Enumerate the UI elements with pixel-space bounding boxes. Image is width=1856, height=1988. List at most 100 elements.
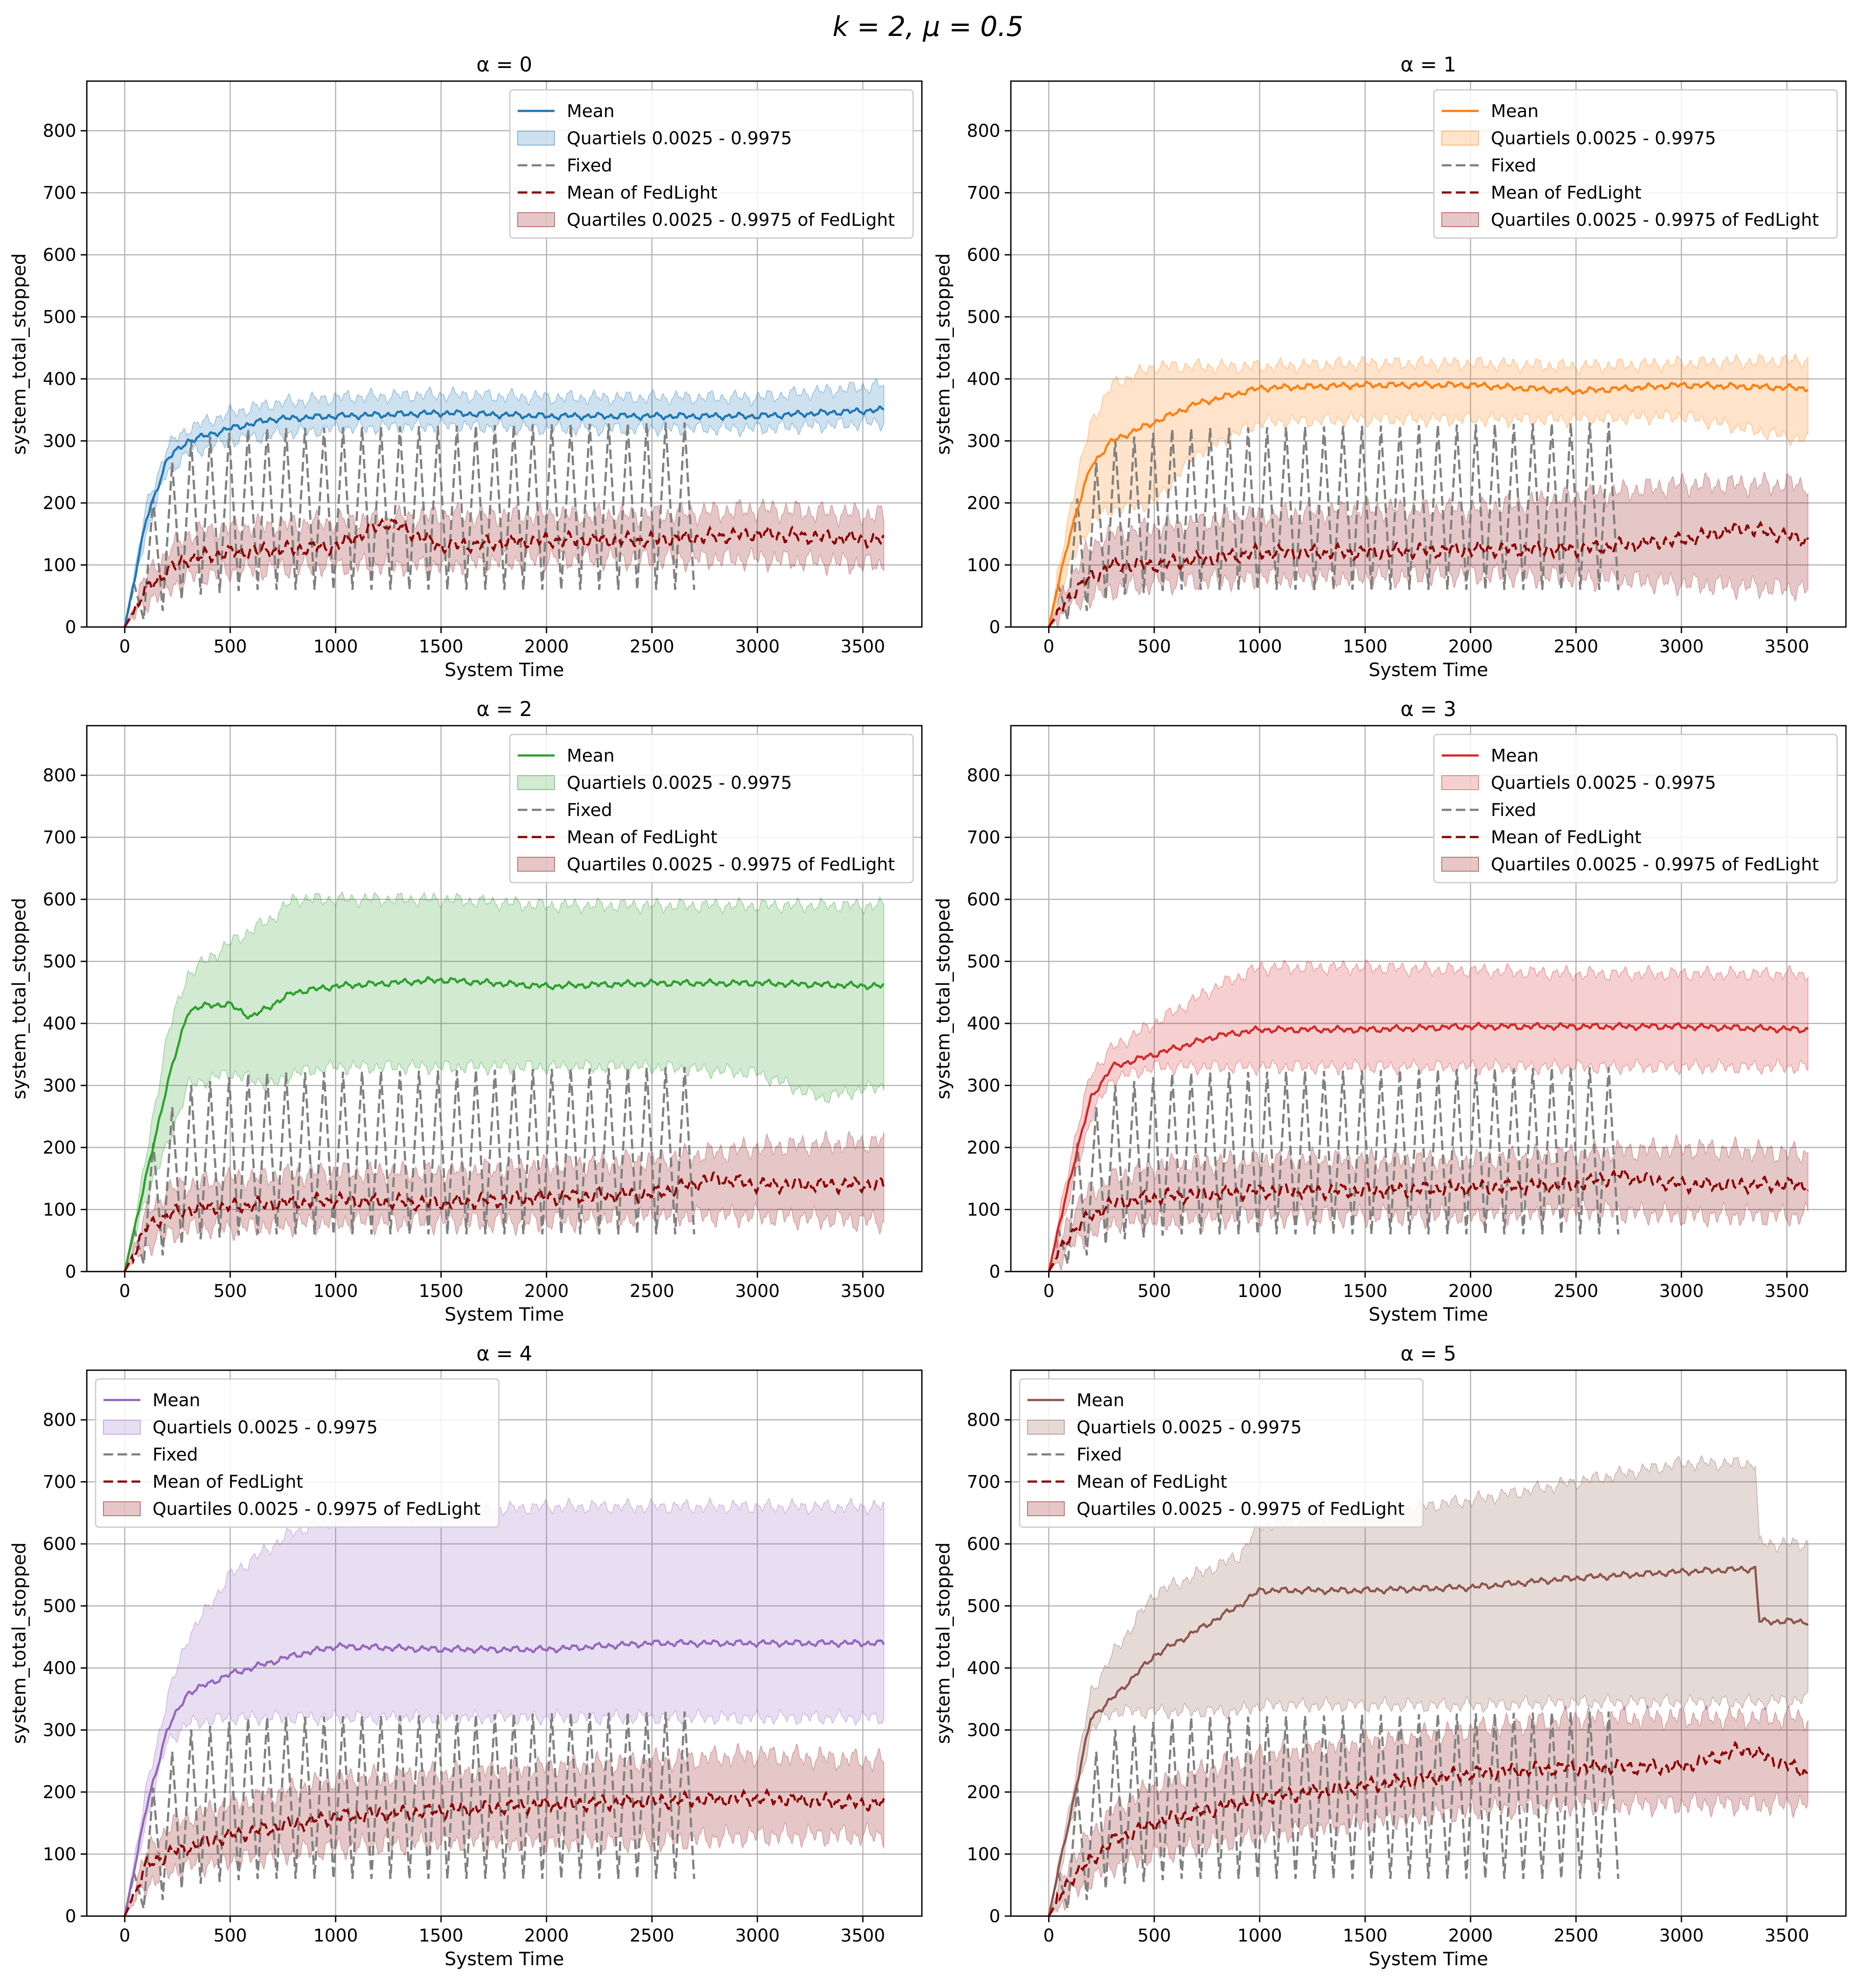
x-tick-label: 2500 [629,1281,674,1301]
x-tick-label: 500 [213,1926,247,1946]
x-tick-label: 0 [119,637,130,657]
x-tick-label: 0 [1043,1281,1054,1301]
y-tick-label: 200 [43,1782,76,1803]
y-tick-label: 400 [43,1658,76,1678]
legend-mean-label: Mean [153,1390,200,1411]
y-tick-label: 0 [65,1906,76,1927]
legend-fixed-label: Fixed [567,800,612,820]
fixed-line [124,1067,695,1272]
legend-fedlight-band-label: Quartiles 0.0025 - 0.9975 of FedLight [567,210,895,230]
y-tick-label: 0 [65,1262,76,1282]
legend-quantile-band-swatch [1441,775,1479,790]
y-tick-label: 0 [989,617,1000,638]
legend-quantile-band-label: Quartiels 0.0025 - 0.9975 [1491,128,1716,149]
legend-fixed-label: Fixed [1491,800,1536,820]
axes-frame [1010,80,1847,628]
legend: Mean Quartiels 0.0025 - 0.9975 Fixed Mean o… [1433,734,1838,884]
legend-frame [95,1378,500,1528]
x-tick-label: 0 [119,1281,130,1301]
x-tick-label: 2000 [1448,1926,1493,1946]
y-tick-label: 700 [43,828,76,848]
subplot-title: α = 0 [476,53,532,76]
x-tick-label: 2500 [1554,637,1598,657]
x-tick-label: 2500 [1554,1926,1598,1946]
subplot-1: 0 500 1000 1500 2000 2500 3000 3500 0 100 200 300 40… [932,53,1847,680]
x-tick-label: 1500 [419,1281,463,1301]
x-tick-label: 3000 [735,1281,780,1301]
fixed-line [124,422,695,627]
x-tick-label: 3500 [840,1281,885,1301]
y-axis-label: system_total_stopped [932,1543,954,1744]
legend-mean-label: Mean [567,101,615,121]
y-tick-label: 600 [967,245,1000,265]
legend-fedlight-band-swatch [1027,1501,1065,1516]
subplot-title: α = 5 [1401,1342,1456,1365]
legend-quantile-band-swatch [1027,1420,1065,1435]
y-tick-label: 400 [967,1014,1000,1034]
y-tick-label: 400 [967,369,1000,389]
x-tick-label: 2000 [524,1926,569,1946]
subplot-grid: 0 500 1000 1500 2000 2500 3000 3500010020030040… [8,53,1847,1970]
plot-area [124,891,885,1272]
y-tick-label: 600 [967,890,1000,910]
fedlight-quantile-band [124,1129,885,1272]
y-tick-label: 0 [989,1906,1000,1927]
y-tick-label: 0 [989,1262,1000,1282]
legend-fedlight-band-swatch [103,1501,141,1516]
legend-fixed-label: Fixed [567,156,612,176]
subplot-title: α = 2 [476,697,532,721]
x-axis-label: System Time [1369,659,1488,680]
y-tick-label: 200 [967,1138,1000,1158]
legend-quantile-band-swatch [517,131,555,146]
y-tick-label: 700 [967,828,1000,848]
legend-quantile-band-label: Quartiels 0.0025 - 0.9975 [567,773,792,793]
legend-quantile-band-label: Quartiels 0.0025 - 0.9975 [153,1418,378,1438]
subplot-2: 0 500 1000 1500 2000 2500 3000 3500 0 100 200 300 40… [8,697,923,1325]
y-tick-label: 800 [43,1410,76,1430]
x-tick-label: 2500 [629,637,674,657]
fedlight-quantile-band [124,1743,885,1916]
y-tick-label: 100 [43,1845,76,1865]
y-tick-label: 200 [43,1138,76,1158]
y-tick-label: 800 [43,766,76,786]
x-axis-label: System Time [1369,1948,1488,1970]
legend-frame [509,734,914,884]
y-tick-label: 100 [967,1200,1000,1220]
x-tick-label: 3500 [1764,1926,1809,1946]
y-tick-label: 300 [43,431,76,452]
y-tick-label: 100 [43,556,76,576]
legend-fedlight-mean-label: Mean of FedLight [1491,183,1642,203]
y-tick-label: 500 [43,307,76,328]
plot-area [1048,353,1809,627]
y-tick-label: 600 [967,1534,1000,1554]
subplot-title: α = 3 [1401,697,1456,721]
plot-area [1048,959,1809,1272]
y-tick-label: 100 [43,1200,76,1220]
fedlight-mean-line [124,517,885,627]
y-tick-label: 200 [43,493,76,513]
y-tick-label: 300 [43,1721,76,1741]
quantile-band [1048,353,1809,627]
y-tick-label: 700 [43,1472,76,1493]
x-tick-label: 1500 [1343,1281,1387,1301]
fedlight-mean-line [1048,1741,1808,1916]
x-tick-label: 2500 [629,1926,674,1946]
plot-area [1048,1454,1809,1916]
legend-quantile-band-swatch [517,775,555,790]
fedlight-mean-line [1048,520,1809,627]
quantile-band [124,378,885,627]
fixed-line [124,1711,695,1916]
x-tick-label: 1000 [1237,1926,1282,1946]
axes-frame [86,80,923,628]
y-tick-label: 800 [967,121,1000,141]
x-tick-label: 1000 [313,1926,358,1946]
fixed-line [1048,1067,1619,1272]
y-tick-label: 800 [967,1410,1000,1430]
y-tick-label: 100 [967,1845,1000,1865]
legend: Mean Quartiels 0.0025 - 0.9975 Fixed Mean o… [509,734,914,884]
mean-line [124,976,885,1272]
x-tick-label: 2000 [1448,1281,1493,1301]
y-tick-label: 100 [967,556,1000,576]
